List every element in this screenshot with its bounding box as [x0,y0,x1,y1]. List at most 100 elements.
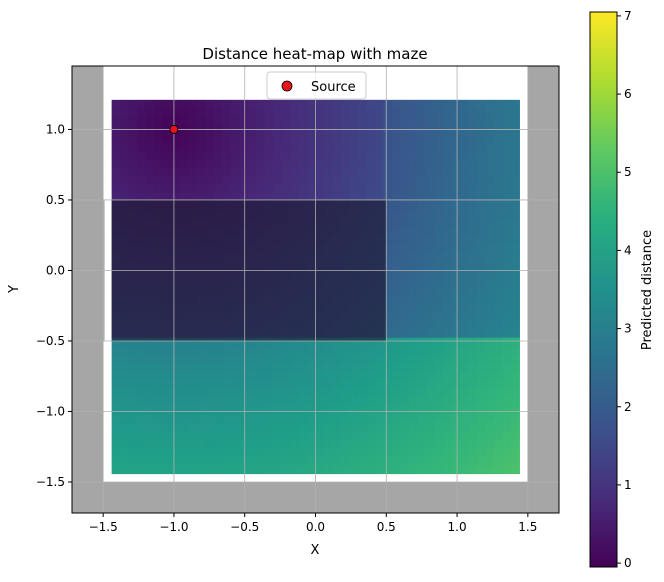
heatmap-cell [213,142,223,152]
heatmap-cell [502,227,512,237]
heatmap-cell [230,448,240,458]
heatmap-cell [493,354,503,364]
heatmap-cell [468,176,478,186]
heatmap-cell [128,371,138,381]
heatmap-cell [315,133,325,143]
heatmap-cell [468,431,478,441]
heatmap-cell [408,354,419,364]
heatmap-cell [442,218,453,228]
heatmap-cell [162,439,172,449]
heatmap-cell [383,133,393,143]
heatmap-cell [145,371,155,381]
heatmap-cell [434,133,444,143]
heatmap-cell [111,150,121,160]
heatmap-cell [188,176,198,186]
heatmap-cell [417,456,427,466]
heatmap-cell [383,295,393,305]
heatmap-cell [493,380,503,390]
heatmap-cell [196,431,206,441]
heatmap-cell [111,397,121,407]
heatmap-cell [323,405,334,415]
heatmap-cell [442,337,453,347]
heatmap-cell [213,405,223,415]
heatmap-cell [434,261,444,271]
heatmap-cell [205,125,215,135]
heatmap-cell [205,380,215,390]
heatmap-cell [145,142,155,152]
heatmap-cell [366,388,376,398]
heatmap-cell [468,133,478,143]
heatmap-cell [154,414,164,424]
heatmap-cell [493,303,503,313]
heatmap-cell [459,286,469,296]
heatmap-cell [247,125,257,135]
y-tick-label: −1.0 [36,404,65,418]
heatmap-cell [111,456,121,466]
heatmap-cell [281,439,291,449]
heatmap-cell [323,431,334,441]
heatmap-cell [468,125,478,135]
heatmap-cell [425,159,436,169]
heatmap-cell [171,388,181,398]
heatmap-cell [468,312,478,322]
heatmap-cell [502,193,512,203]
heatmap-cell [374,354,385,364]
heatmap-cell [400,125,410,135]
heatmap-cell [502,329,512,339]
heatmap-cell [196,465,206,475]
heatmap-cell [154,354,164,364]
heatmap-cell [162,371,172,381]
heatmap-cell [442,380,453,390]
heatmap-cell [256,142,266,152]
heatmap-cell [323,456,334,466]
heatmap-cell [391,405,402,415]
heatmap-cell [451,244,461,254]
heatmap-cell [374,414,385,424]
heatmap-cell [357,380,368,390]
heatmap-cell [400,363,410,373]
heatmap-cell [442,150,453,160]
heatmap-cell [162,116,172,126]
heatmap-cell [451,312,461,322]
heatmap-cell [315,405,325,415]
heatmap-cell [162,184,172,194]
heatmap-cell [162,431,172,441]
heatmap-cell [391,337,402,347]
heatmap-cell [366,465,376,475]
heatmap-cell [145,405,155,415]
heatmap-cell [162,346,172,356]
heatmap-cell [459,125,469,135]
heatmap-cell [171,116,181,126]
heatmap-cell [383,142,393,152]
heatmap-cell [434,184,444,194]
heatmap-cell [451,371,461,381]
heatmap-cell [374,405,385,415]
heatmap-cell [468,235,478,245]
heatmap-cell [315,176,325,186]
heatmap-cell [120,363,130,373]
y-tick-label: 0.0 [46,263,65,277]
heatmap-cell [154,159,164,169]
heatmap-cell [417,167,427,177]
heatmap-cell [179,346,189,356]
heatmap-cell [493,167,503,177]
heatmap-cell [366,176,376,186]
heatmap-cell [128,184,138,194]
heatmap-cell [476,125,486,135]
heatmap-cell [154,337,164,347]
heatmap-cell [459,227,469,237]
heatmap-cell [502,244,512,254]
heatmap-cell [137,193,147,203]
heatmap-cell [400,431,410,441]
heatmap-cell [417,261,427,271]
heatmap-cell [145,397,155,407]
heatmap-cell [128,193,138,203]
heatmap-cell [162,448,172,458]
heatmap-cell [434,312,444,322]
heatmap-cell [357,116,368,126]
heatmap-cell [307,431,317,441]
heatmap-cell [340,116,351,126]
heatmap-cell [137,125,147,135]
heatmap-cell [459,295,469,305]
heatmap-cell [434,167,444,177]
